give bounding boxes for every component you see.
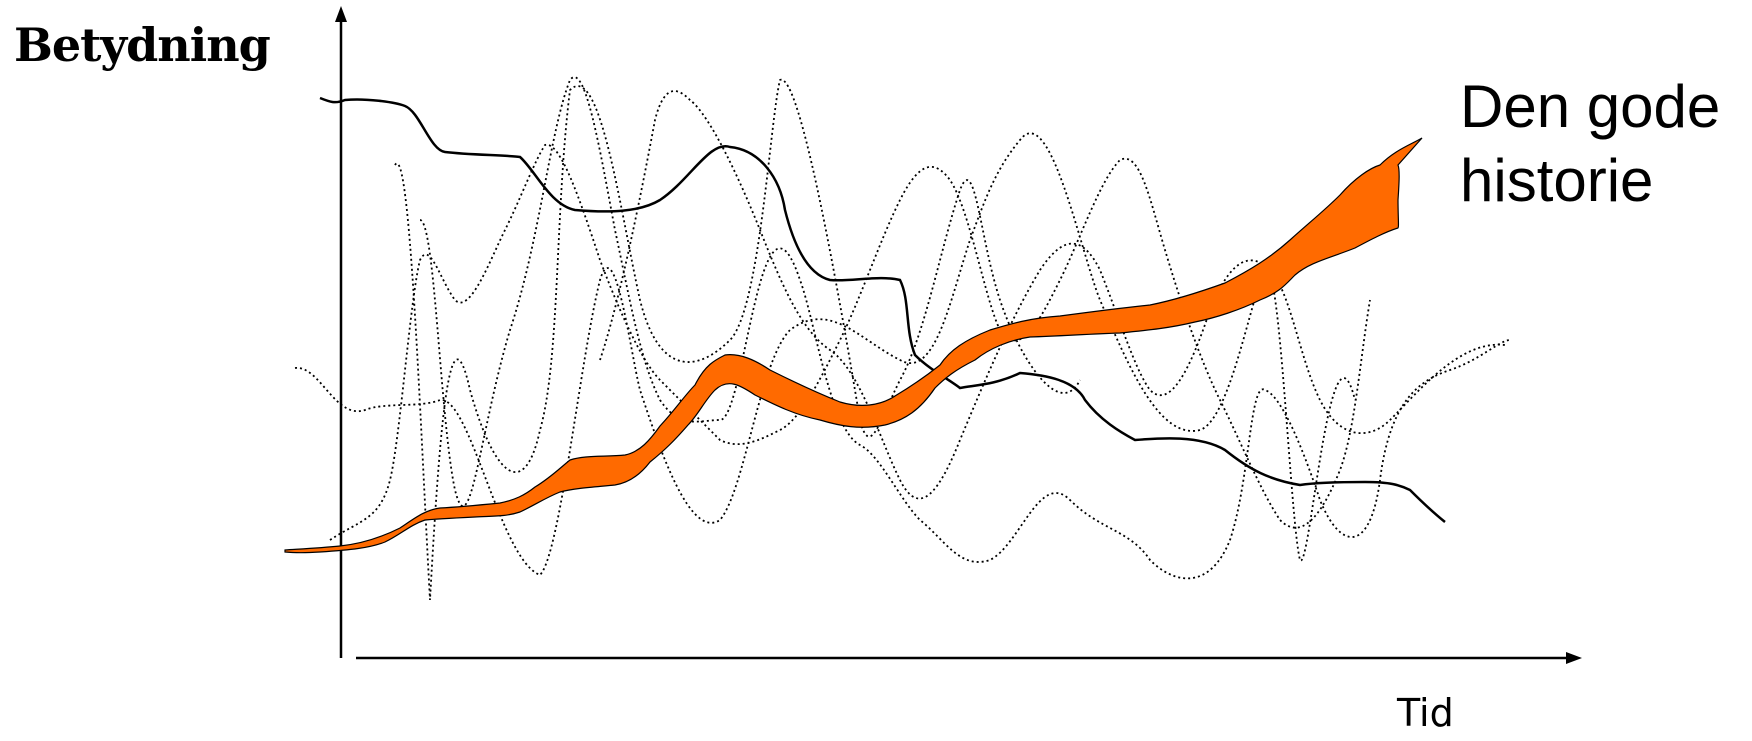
- story-annotation-line1: Den gode: [1460, 73, 1721, 140]
- x-axis-label: Tid: [1397, 691, 1454, 735]
- dotted-line-3: [419, 76, 1511, 580]
- dotted-line-5: [599, 90, 1506, 500]
- highlight-band: [284, 137, 1423, 554]
- x-axis-arrowhead: [1566, 652, 1582, 664]
- story-annotation-line2: historie: [1460, 147, 1654, 214]
- y-axis-label: Betydning: [14, 18, 271, 72]
- dotted-line-4: [329, 144, 1371, 541]
- y-axis-arrowhead: [335, 6, 347, 22]
- dotted-lines: [294, 76, 1511, 601]
- axes: [335, 6, 1582, 664]
- story-annotation: Den gode historie: [1460, 70, 1750, 218]
- solid-line: [319, 96, 1446, 523]
